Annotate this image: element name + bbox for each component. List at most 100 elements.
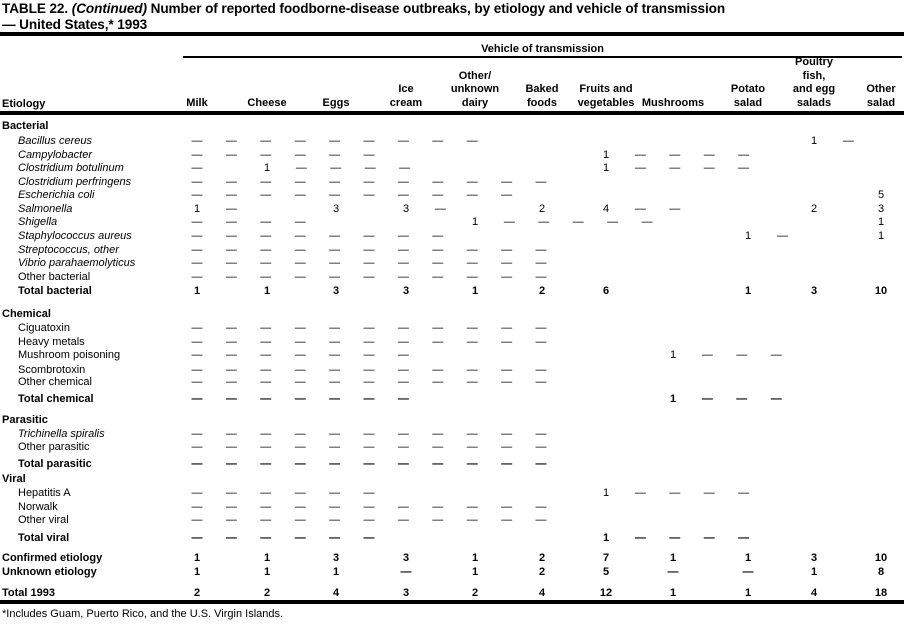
cell-dash: — <box>329 322 341 334</box>
table-row: Total 1993 2 2 4 3 2 4 12 1 1 4 18 <box>0 587 904 600</box>
section-row: Bacterial <box>0 120 904 133</box>
cell-dash: — <box>501 428 513 440</box>
cell-dash: — <box>501 322 513 334</box>
cell-dash: — <box>191 135 203 147</box>
cell-dash: — <box>294 336 306 348</box>
cell-dash: — <box>191 532 203 544</box>
cell-dash: — <box>294 487 306 499</box>
table-row: Scombrotoxin — — — — — — — — — — — <box>0 364 904 377</box>
cell-dash: — <box>363 336 375 348</box>
column-header-milk: Milk <box>186 96 208 109</box>
cell-dash: — <box>701 349 713 361</box>
cell-dash: — <box>260 244 272 256</box>
cell-value: 1 <box>193 552 201 564</box>
cell-dash: — <box>260 393 272 405</box>
cell-dash: — <box>329 428 341 440</box>
cell-value: 1 <box>669 552 677 564</box>
cell-dash: — <box>466 257 478 269</box>
cell-dash: — <box>703 162 715 174</box>
cell-value: 3 <box>332 285 340 297</box>
column-header-poultry-fish-egg-salads: Poultry fish, and egg salads <box>792 56 836 109</box>
cell-dash: — <box>225 244 237 256</box>
cell-dash: — <box>329 244 341 256</box>
cell-dash: — <box>703 487 715 499</box>
spanner-underline <box>183 56 902 58</box>
cell-value: 1 <box>263 285 271 297</box>
cell-dash: — <box>466 428 478 440</box>
cell-dash: — <box>363 189 375 201</box>
cell-value: 10 <box>874 552 888 564</box>
cell-dash: — <box>432 514 444 526</box>
column-header-ice-cream: Ice cream <box>389 83 423 109</box>
cell-value: 1 <box>602 532 610 544</box>
bottom-rule <box>0 600 904 604</box>
cell-dash: — <box>501 501 513 513</box>
cell-dash: — <box>363 514 375 526</box>
row-label: Escherichia coli <box>18 189 95 201</box>
cell-dash: — <box>329 176 341 188</box>
cell-dash: — <box>466 244 478 256</box>
vehicle-of-transmission-spanner: Vehicle of transmission <box>481 43 604 55</box>
cell-value: 1 <box>193 285 201 297</box>
section-row: Chemical <box>0 308 904 321</box>
row-label: Shigella <box>18 216 58 228</box>
cell-dash: — <box>466 176 478 188</box>
cell-dash: — <box>501 514 513 526</box>
cell-dash: — <box>225 376 237 388</box>
cell-value: 1 <box>193 203 201 215</box>
cell-dash: — <box>191 349 203 361</box>
cell-dash: — <box>329 364 341 376</box>
cell-dash: — <box>191 176 203 188</box>
cell-dash: — <box>432 135 444 147</box>
row-label: Parasitic <box>2 414 48 426</box>
cell-value: 1 <box>669 393 677 405</box>
cell-dash: — <box>363 230 375 242</box>
cell-dash: — <box>466 514 478 526</box>
cell-dash: — <box>736 349 748 361</box>
cell-value: 1 <box>744 285 752 297</box>
cell-value: 5 <box>602 566 610 578</box>
cell-dash: — <box>535 441 547 453</box>
row-label: Total viral <box>18 532 70 544</box>
cell-dash: — <box>432 501 444 513</box>
cell-value: 4 <box>810 587 818 599</box>
section-row: Viral <box>0 473 904 486</box>
section-row: Parasitic <box>0 414 904 427</box>
cell-dash: — <box>669 149 681 161</box>
table-row: Confirmed etiology 1 1 3 3 1 2 7 1 1 3 10 <box>0 552 904 565</box>
cell-dash: — <box>294 135 306 147</box>
cell-dash: — <box>535 376 547 388</box>
cell-dash: — <box>397 514 409 526</box>
cell-dash: — <box>225 176 237 188</box>
cell-dash: — <box>363 501 375 513</box>
cell-dash: — <box>466 364 478 376</box>
cell-dash: — <box>535 322 547 334</box>
cell-dash: — <box>191 244 203 256</box>
cell-dash: — <box>363 149 375 161</box>
column-header-eggs: Eggs <box>322 96 350 109</box>
cell-dash: — <box>535 257 547 269</box>
cell-value: 10 <box>874 285 888 297</box>
cell-dash: — <box>501 176 513 188</box>
cell-dash: — <box>294 271 306 283</box>
cell-dash: — <box>363 135 375 147</box>
cell-dash: — <box>397 458 409 470</box>
cell-value: 1 <box>810 566 818 578</box>
cell-value: 2 <box>538 203 546 215</box>
row-label: Confirmed etiology <box>2 552 103 564</box>
row-label: Total bacterial <box>18 285 92 297</box>
cell-dash: — <box>329 376 341 388</box>
cell-value: 4 <box>332 587 340 599</box>
table-row: Clostridium perfringens — — — — — — — — — — — <box>0 176 904 189</box>
cell-dash: — <box>607 216 619 228</box>
cell-value: 3 <box>332 552 340 564</box>
table-row: Total parasitic — — — — — — — — — — — <box>0 458 904 471</box>
cell-dash: — <box>260 487 272 499</box>
cell-dash: — <box>466 336 478 348</box>
cell-dash: — <box>225 458 237 470</box>
cell-dash: — <box>364 162 376 174</box>
cell-dash: — <box>738 162 750 174</box>
cell-dash: — <box>260 135 272 147</box>
cell-dash: — <box>501 244 513 256</box>
row-label: Bacterial <box>2 120 49 132</box>
